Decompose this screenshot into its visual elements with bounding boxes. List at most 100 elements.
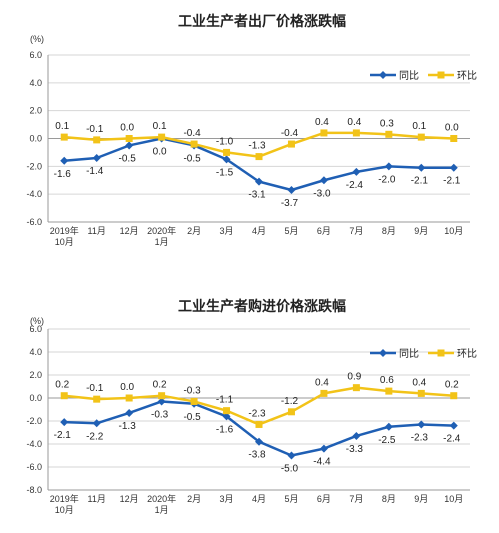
data-label-yoy: -1.4 — [86, 166, 104, 177]
data-point-mom — [190, 140, 198, 148]
data-label-yoy: -3.3 — [346, 444, 364, 455]
legend-label-mom: 环比 — [457, 70, 477, 82]
y-tick-label: 2.0 — [29, 106, 42, 116]
data-label-yoy: -0.5 — [183, 153, 201, 164]
chart-canvas: 工业生产者购进价格涨跌幅 (%) 6.0 4.0 2.0 0.0 -2.0 -4.0 -6.… — [26, 298, 477, 515]
x-tick-label: 1月 — [155, 505, 169, 515]
data-point-mom — [190, 397, 198, 405]
data-point-mom — [223, 148, 231, 156]
legend-marker-yoy — [379, 349, 387, 357]
data-point-yoy — [352, 167, 361, 176]
y-tick-label: 0.0 — [29, 393, 42, 403]
unit-label: (%) — [30, 34, 44, 44]
data-label-yoy: -1.6 — [216, 424, 234, 435]
data-label-mom: 0.1 — [153, 121, 167, 132]
x-tick-label: 6月 — [317, 226, 331, 236]
data-point-yoy — [449, 163, 458, 172]
y-tick-label: -4.0 — [26, 189, 42, 199]
data-point-yoy — [222, 155, 231, 164]
chart-canvas: 工业生产者出厂价格涨跌幅 (%) 6.0 4.0 2.0 0.0 -2.0 -4.0 -6.… — [26, 13, 477, 247]
data-label-mom: -0.3 — [183, 385, 201, 396]
x-tick-label: 2月 — [187, 494, 201, 504]
data-point-yoy — [60, 418, 69, 427]
data-point-mom — [125, 394, 133, 402]
x-tick-label: 2020年 — [147, 493, 176, 504]
x-tick-label: 9月 — [414, 226, 428, 236]
data-point-mom — [223, 407, 231, 415]
data-label-mom: 0.3 — [380, 118, 394, 129]
data-point-mom — [60, 392, 68, 400]
legend-label-yoy: 同比 — [399, 70, 419, 82]
data-point-mom — [158, 133, 166, 141]
y-tick-label: -6.0 — [26, 462, 42, 472]
legend-marker-mom — [437, 349, 445, 357]
data-label-mom: 0.0 — [120, 382, 134, 393]
y-tick-label: 0.0 — [29, 134, 42, 144]
x-tick-label: 7月 — [349, 494, 363, 504]
x-tick-label: 4月 — [252, 226, 266, 236]
x-tick-label: 5月 — [284, 226, 298, 236]
data-point-yoy — [222, 412, 231, 421]
data-point-mom — [320, 129, 328, 137]
x-tick-label: 4月 — [252, 494, 266, 504]
data-label-yoy: -4.4 — [313, 457, 331, 468]
data-label-mom: 0.4 — [347, 117, 361, 128]
data-label-mom: -0.1 — [86, 383, 104, 394]
x-tick-label: 12月 — [120, 226, 139, 236]
data-point-mom — [93, 136, 101, 144]
data-label-yoy: -1.5 — [216, 167, 234, 178]
data-label-mom: -0.4 — [281, 128, 299, 139]
x-tick-label: 8月 — [382, 226, 396, 236]
data-point-mom — [255, 153, 263, 161]
data-point-mom — [417, 389, 425, 397]
y-tick-label: -4.0 — [26, 439, 42, 449]
data-label-mom: 0.4 — [315, 377, 329, 388]
data-point-yoy — [60, 156, 69, 165]
x-tick-label: 11月 — [88, 226, 106, 236]
data-label-yoy: -2.1 — [411, 176, 429, 187]
data-label-mom: 0.1 — [55, 121, 69, 132]
data-label-mom: -2.3 — [248, 408, 266, 419]
data-point-mom — [352, 384, 360, 392]
data-label-mom: -0.4 — [183, 128, 201, 139]
data-label-yoy: -3.1 — [248, 190, 266, 201]
x-tick-label: 11月 — [88, 494, 106, 504]
legend-label-yoy: 同比 — [399, 348, 419, 360]
data-point-yoy — [287, 451, 296, 460]
chart-title: 工业生产者购进价格涨跌幅 — [178, 298, 346, 314]
x-tick-label: 1月 — [155, 237, 169, 247]
data-label-yoy: -2.4 — [443, 434, 461, 445]
data-point-yoy — [384, 162, 393, 171]
data-point-yoy — [157, 397, 166, 406]
data-label-yoy: -3.0 — [313, 188, 331, 199]
x-tick-label: 6月 — [317, 494, 331, 504]
data-point-yoy — [255, 177, 263, 186]
data-point-yoy — [384, 422, 393, 431]
data-label-mom: 0.9 — [347, 372, 361, 383]
data-label-yoy: 0.0 — [153, 147, 167, 158]
data-point-yoy — [287, 185, 296, 194]
x-tick-label: 7月 — [349, 226, 363, 236]
y-tick-label: -8.0 — [26, 485, 42, 495]
y-tick-label: 4.0 — [29, 78, 42, 88]
data-point-yoy — [125, 408, 134, 417]
legend-label-mom: 环比 — [457, 348, 477, 360]
data-label-yoy: -5.0 — [281, 464, 299, 475]
y-tick-label: 6.0 — [29, 324, 42, 334]
data-label-yoy: -2.5 — [378, 435, 396, 446]
data-point-mom — [93, 395, 101, 403]
ppi-purchase-chart: 工业生产者购进价格涨跌幅 (%) 6.0 4.0 2.0 0.0 -2.0 -4.0 -6.… — [0, 266, 499, 533]
data-point-yoy — [449, 421, 458, 430]
data-label-yoy: -2.1 — [54, 430, 72, 441]
data-label-mom: -1.2 — [281, 396, 299, 407]
legend-marker-mom — [437, 71, 445, 79]
data-label-mom: 0.6 — [380, 375, 394, 386]
data-point-mom — [417, 133, 425, 141]
data-label-mom: 0.4 — [315, 117, 329, 128]
data-point-mom — [450, 392, 458, 400]
data-point-mom — [450, 135, 458, 142]
data-point-yoy — [352, 431, 361, 440]
legend-marker-yoy — [379, 71, 387, 79]
data-label-yoy: -0.3 — [151, 409, 169, 420]
data-label-mom: 0.2 — [445, 380, 459, 391]
